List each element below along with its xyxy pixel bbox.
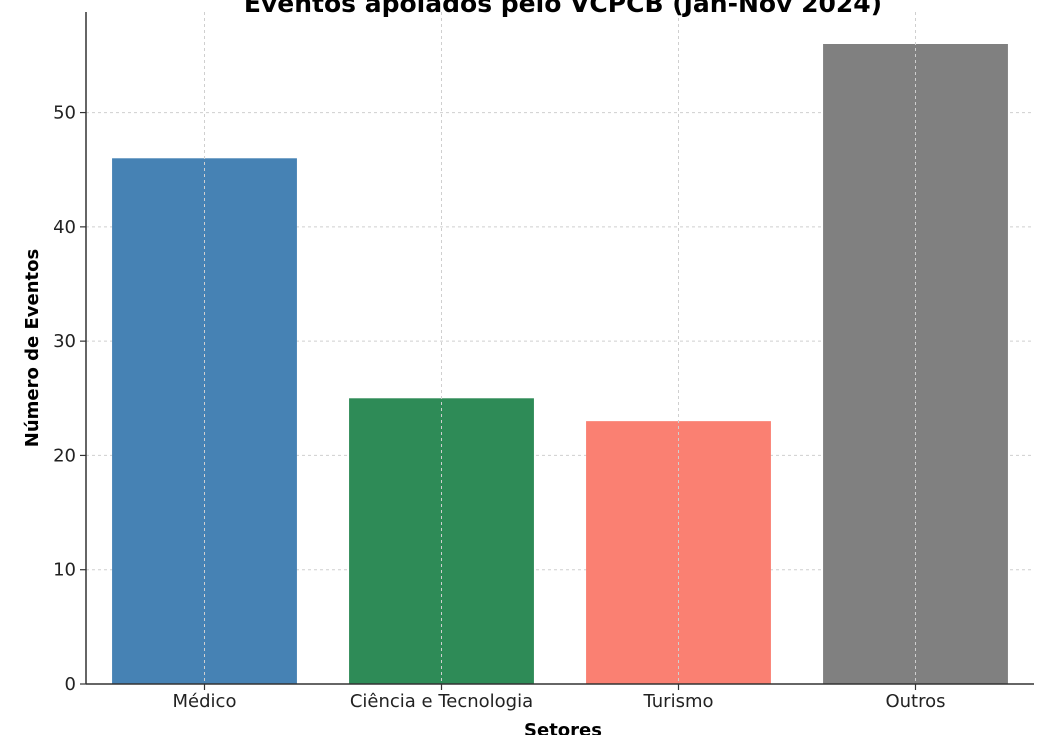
y-tick-label: 0 (65, 674, 76, 695)
y-axis-title: Número de Eventos (22, 249, 43, 447)
x-tick-label: Turismo (643, 691, 714, 712)
bar-layer (112, 44, 1008, 685)
x-tick-label: Outros (885, 691, 945, 712)
label-layer: 0 10 20 30 40 50 Médico Ciência e Tecnologia Tur… (53, 103, 945, 712)
chart-title: Eventos apoiados pelo VCPCB (Jan-Nov 202… (244, 0, 882, 18)
x-tick-label: Ciência e Tecnologia (350, 691, 533, 712)
axis-layer (80, 12, 1034, 690)
y-tick-label: 10 (53, 560, 76, 581)
y-tick-label: 50 (53, 103, 76, 124)
x-tick-label: Médico (173, 691, 237, 712)
x-axis-title: Setores (524, 720, 602, 735)
y-tick-label: 40 (53, 217, 76, 238)
y-tick-label: 20 (53, 445, 76, 466)
y-tick-label: 30 (53, 331, 76, 352)
